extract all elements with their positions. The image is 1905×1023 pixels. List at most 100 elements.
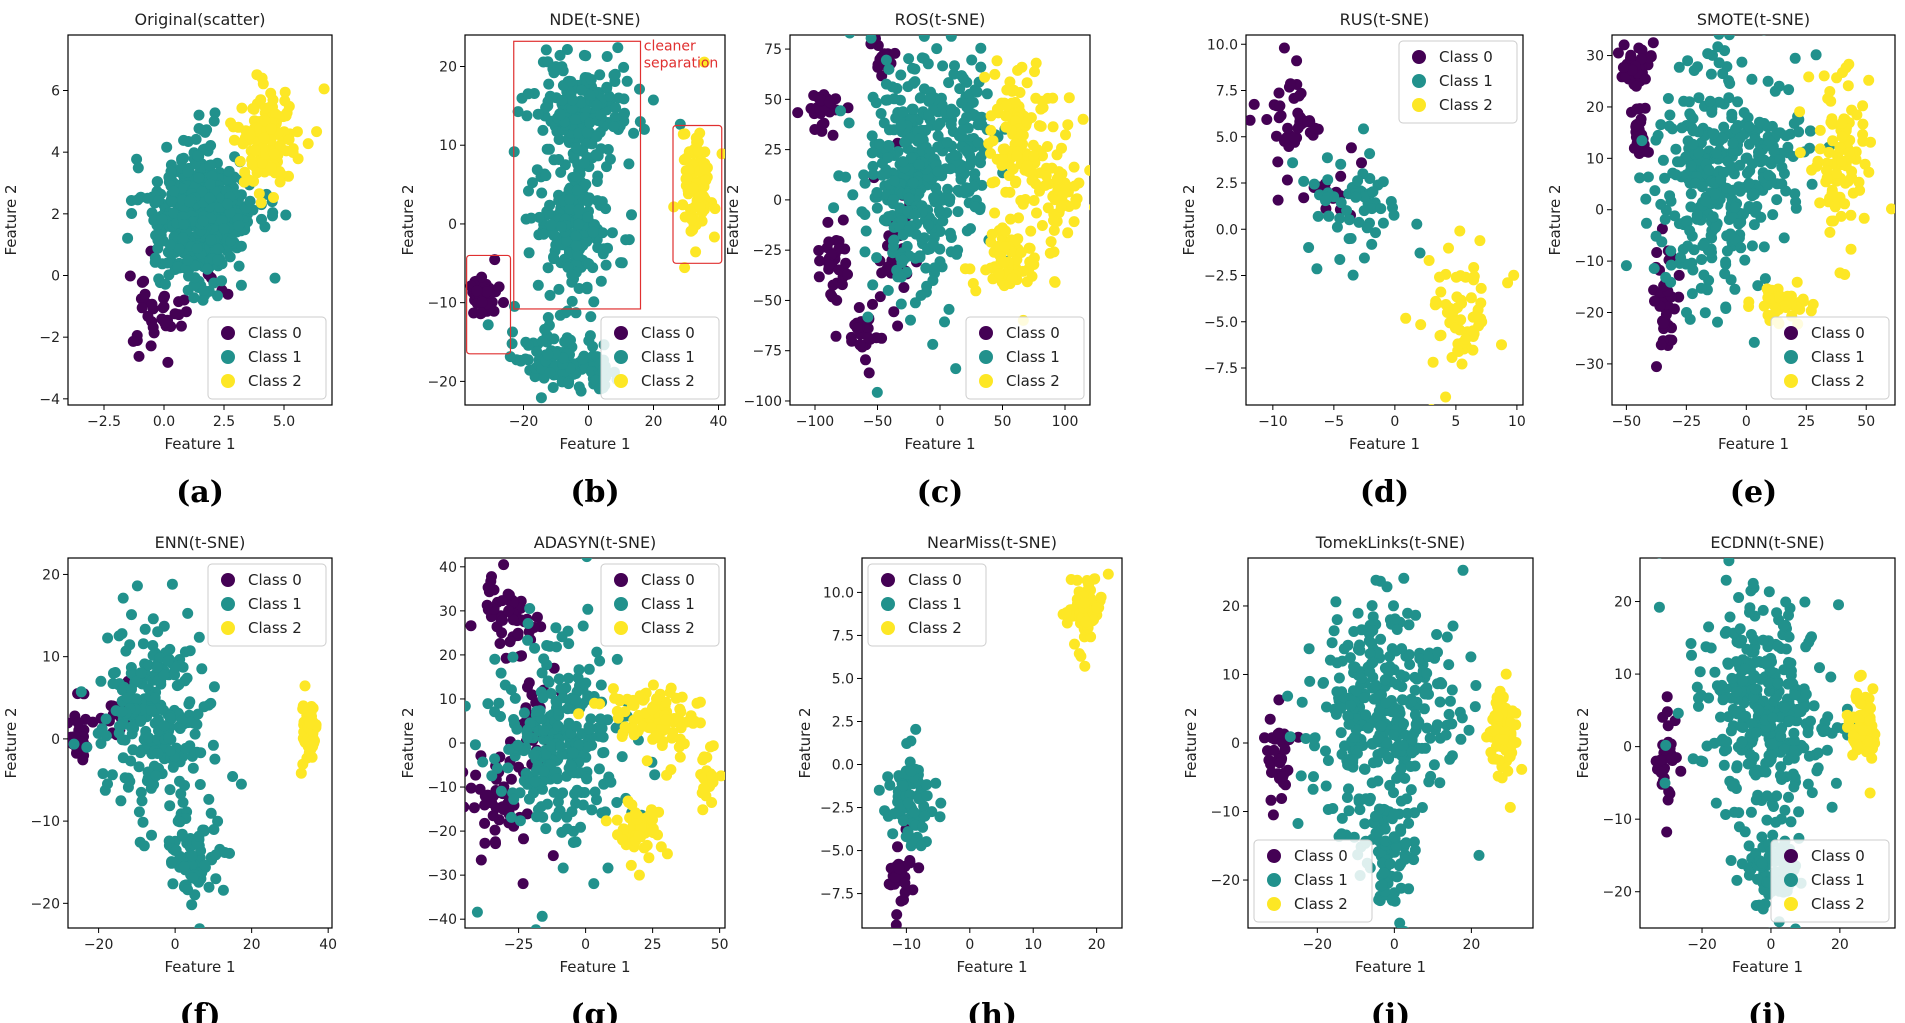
data-point-class-1 xyxy=(1338,643,1350,655)
data-point-class-1 xyxy=(528,749,540,761)
data-point-class-2 xyxy=(997,143,1009,155)
data-point-class-2 xyxy=(1836,131,1848,143)
y-tick-label: 10 xyxy=(439,692,457,708)
legend-marker-class-0 xyxy=(979,326,993,340)
data-point-class-1 xyxy=(537,124,549,136)
data-point-class-1 xyxy=(217,884,229,896)
x-tick-label: 0 xyxy=(584,414,593,430)
data-point-class-1 xyxy=(1335,158,1347,170)
data-point-class-1 xyxy=(1353,216,1365,228)
data-point-class-1 xyxy=(1336,828,1347,840)
data-point-class-1 xyxy=(1330,708,1342,720)
data-point-class-2 xyxy=(996,159,1008,171)
data-point-class-1 xyxy=(196,186,208,198)
data-point-class-2 xyxy=(1508,269,1520,281)
data-point-class-2 xyxy=(1504,801,1516,813)
panel-label: (g) xyxy=(570,998,619,1023)
data-point-class-2 xyxy=(1468,262,1480,273)
data-point-class-1 xyxy=(862,311,874,323)
data-point-class-1 xyxy=(1743,177,1755,189)
data-point-class-1 xyxy=(867,168,879,180)
data-point-class-2 xyxy=(707,740,719,752)
data-point-class-1 xyxy=(880,54,892,66)
data-point-class-1 xyxy=(163,171,175,183)
data-point-class-1 xyxy=(532,279,544,291)
data-point-class-0 xyxy=(159,317,171,329)
data-point-class-2 xyxy=(1435,286,1447,298)
data-point-class-2 xyxy=(1061,617,1073,629)
y-tick-label: 0 xyxy=(51,732,60,748)
data-point-class-1 xyxy=(621,75,633,87)
data-point-class-2 xyxy=(1047,121,1059,133)
data-point-class-1 xyxy=(591,99,602,111)
chart-title: ADASYN(t-SNE) xyxy=(534,533,657,552)
data-point-class-2 xyxy=(1763,292,1775,304)
data-point-class-1 xyxy=(142,659,154,671)
data-point-class-1 xyxy=(1431,629,1443,640)
data-point-class-1 xyxy=(218,223,230,235)
data-point-class-1 xyxy=(1370,227,1381,239)
legend-label-class-2: Class 2 xyxy=(1006,372,1060,390)
data-point-class-1 xyxy=(1366,777,1378,789)
data-point-class-1 xyxy=(192,150,204,162)
data-point-class-1 xyxy=(1749,134,1761,145)
data-point-class-1 xyxy=(943,77,955,89)
panel-label: (c) xyxy=(917,475,964,510)
data-point-class-1 xyxy=(522,618,534,629)
data-point-class-1 xyxy=(208,115,220,127)
data-point-class-2 xyxy=(623,796,635,808)
data-point-class-1 xyxy=(269,272,281,284)
data-point-class-1 xyxy=(1688,65,1700,76)
data-point-class-1 xyxy=(1685,160,1697,172)
data-point-class-1 xyxy=(952,206,964,218)
data-point-class-1 xyxy=(1370,574,1382,586)
data-point-class-1 xyxy=(505,811,517,823)
x-axis-label: Feature 1 xyxy=(1718,435,1789,453)
data-point-class-1 xyxy=(949,60,960,72)
data-point-class-1 xyxy=(581,741,593,753)
data-point-class-1 xyxy=(945,35,957,42)
data-point-class-0 xyxy=(1246,114,1256,126)
data-point-class-1 xyxy=(1348,626,1360,637)
data-point-class-1 xyxy=(1406,746,1418,758)
data-point-class-1 xyxy=(908,177,919,189)
data-point-class-1 xyxy=(897,815,909,827)
data-point-class-1 xyxy=(917,821,929,833)
data-point-class-0 xyxy=(127,335,139,347)
y-tick-label: 10.0 xyxy=(823,585,854,601)
y-axis-label: Feature 2 xyxy=(1546,185,1564,256)
points-group xyxy=(873,568,1114,928)
data-point-class-1 xyxy=(116,734,128,746)
data-point-class-1 xyxy=(569,114,581,125)
data-point-class-1 xyxy=(1375,203,1387,215)
data-point-class-1 xyxy=(1771,194,1783,206)
chart-panel-8: −10 0 10 20−7.5−5.0−2.50.02.55.07.510.0Near… xyxy=(796,533,1123,1023)
data-point-class-1 xyxy=(945,119,957,131)
data-point-class-2 xyxy=(1496,339,1507,351)
data-point-class-1 xyxy=(1334,212,1346,224)
data-point-class-2 xyxy=(287,147,299,158)
y-tick-label: −25 xyxy=(752,243,782,259)
data-point-class-1 xyxy=(1390,841,1402,853)
data-point-class-2 xyxy=(1005,213,1016,225)
data-point-class-1 xyxy=(1695,282,1707,294)
data-point-class-1 xyxy=(100,730,112,742)
data-point-class-1 xyxy=(1410,718,1422,730)
data-point-class-1 xyxy=(573,218,585,230)
data-point-class-1 xyxy=(888,93,900,105)
data-point-class-1 xyxy=(1298,175,1310,187)
data-point-class-0 xyxy=(476,296,488,308)
data-point-class-2 xyxy=(698,751,710,763)
data-point-class-0 xyxy=(489,836,501,848)
data-point-class-1 xyxy=(583,258,595,270)
data-point-class-1 xyxy=(1345,233,1357,244)
data-point-class-1 xyxy=(538,765,550,777)
data-point-class-2 xyxy=(716,148,725,160)
data-point-class-2 xyxy=(1806,164,1818,176)
data-point-class-1 xyxy=(495,667,507,679)
data-point-class-0 xyxy=(1642,146,1654,158)
data-point-class-0 xyxy=(831,294,843,306)
data-point-class-1 xyxy=(565,759,577,771)
data-point-class-1 xyxy=(505,684,517,696)
